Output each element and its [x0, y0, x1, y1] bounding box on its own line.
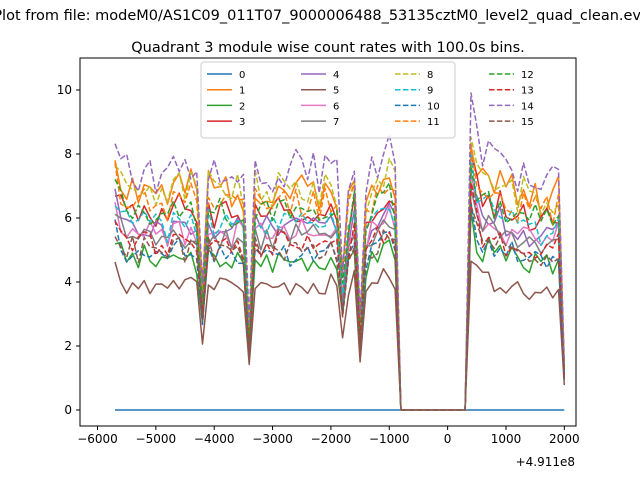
legend-label-9: 9	[427, 86, 433, 97]
x-tick-label: −4000	[194, 432, 235, 446]
x-offset-label: +4.911e8	[516, 455, 575, 469]
series-layer	[114, 92, 566, 411]
series-line-9	[114, 150, 566, 411]
y-tick-label: 4	[64, 275, 72, 289]
x-tick-label: 0	[444, 432, 452, 446]
series-line-14	[114, 92, 566, 411]
legend-label-15: 15	[521, 117, 534, 128]
legend-label-5: 5	[333, 86, 339, 97]
legend-label-10: 10	[427, 101, 440, 112]
legend-label-0: 0	[239, 70, 245, 81]
x-tick-label: 2000	[549, 432, 580, 446]
legend-label-4: 4	[333, 70, 339, 81]
series-line-15	[114, 205, 566, 411]
x-tick-label: −3000	[252, 432, 293, 446]
x-tick-label: −2000	[311, 432, 352, 446]
legend-label-2: 2	[239, 101, 245, 112]
x-axis: −6000 −5000 −4000 −3000 −2000 −1000 0 1000 2000	[77, 426, 580, 446]
legend-label-13: 13	[521, 86, 534, 97]
legend-label-7: 7	[333, 117, 339, 128]
legend-label-14: 14	[521, 101, 534, 112]
y-tick-label: 0	[64, 403, 72, 417]
y-tick-label: 6	[64, 211, 72, 225]
series-line-8	[114, 136, 566, 411]
x-tick-label: 1000	[491, 432, 522, 446]
x-tick-label: −5000	[136, 432, 177, 446]
legend-label-12: 12	[521, 70, 534, 81]
chart-title: Quadrant 3 module wise count rates with …	[131, 40, 525, 56]
plot-area	[79, 57, 577, 427]
chart-suptitle: Plot from file: modeM0/AS1C09_011T07_900…	[0, 8, 640, 24]
x-tick-label: −1000	[369, 432, 410, 446]
y-axis: 0 2 4 6 8 10	[57, 83, 80, 417]
series-line-12	[114, 164, 566, 411]
legend-label-1: 1	[239, 86, 245, 97]
legend-label-6: 6	[333, 101, 339, 112]
legend-label-3: 3	[239, 117, 245, 128]
x-tick-label: −6000	[77, 432, 118, 446]
legend-label-11: 11	[427, 117, 440, 128]
y-tick-label: 10	[57, 83, 72, 97]
y-tick-label: 2	[64, 339, 72, 353]
legend-label-8: 8	[427, 70, 433, 81]
axes-frame	[79, 57, 577, 427]
legend-box	[200, 61, 456, 139]
series-line-13	[114, 181, 566, 411]
series-line-5	[114, 260, 566, 411]
y-tick-label: 8	[64, 147, 72, 161]
